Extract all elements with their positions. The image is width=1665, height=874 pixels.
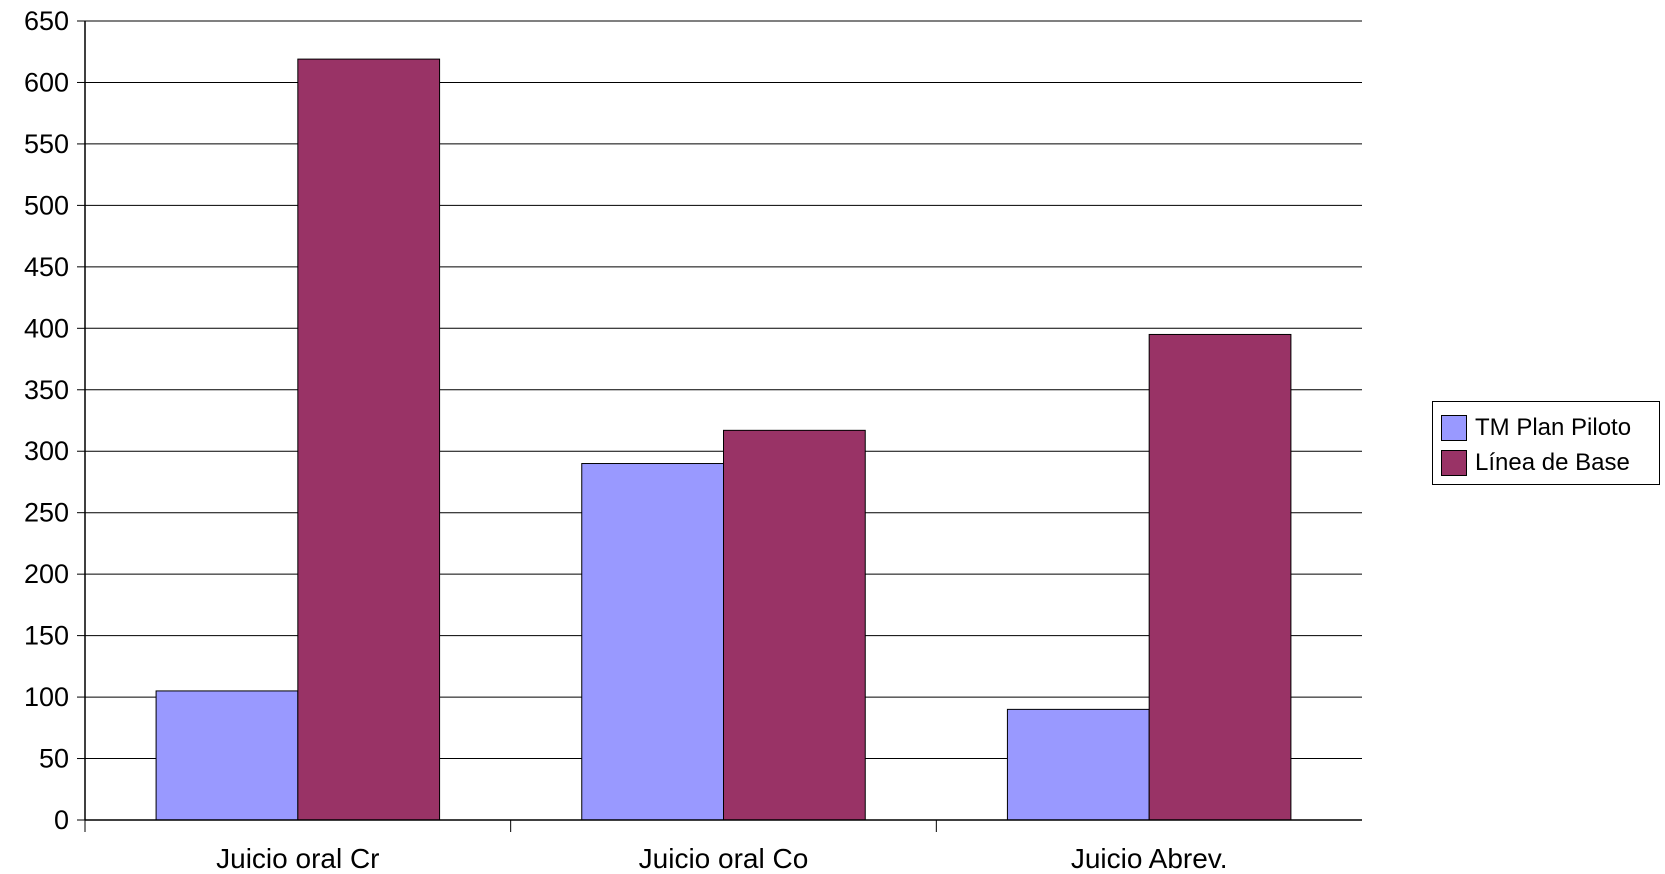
y-tick-label: 100 — [24, 682, 69, 712]
bar-2-2 — [723, 429, 866, 821]
y-tick-label: 500 — [24, 190, 69, 220]
bar-2-3 — [1148, 333, 1292, 821]
y-tick-label: 450 — [24, 252, 69, 282]
x-tick-label: Juicio Abrev. — [1071, 843, 1228, 874]
x-tick-label: Juicio oral Co — [639, 843, 809, 874]
legend-swatch-series-2 — [1441, 450, 1467, 476]
y-tick-label: 50 — [39, 744, 69, 774]
legend-swatch-series-1 — [1441, 415, 1467, 441]
bar-1-2 — [581, 463, 724, 821]
bar-1-3 — [1006, 708, 1150, 821]
bar-2-1 — [297, 58, 441, 821]
y-tick-label: 200 — [24, 559, 69, 589]
bar-1-1 — [155, 690, 299, 821]
y-axis-labels: 0 50 100 150 200 250 300 350 400 450 500 550 600 650 — [24, 6, 69, 835]
y-tick-label: 550 — [24, 129, 69, 159]
y-tick-label: 600 — [24, 67, 69, 97]
y-tick-label: 250 — [24, 498, 69, 528]
y-tick-label: 650 — [24, 6, 69, 36]
y-tick-label: 150 — [24, 621, 69, 651]
legend-item-series-2: Línea de Base — [1441, 449, 1630, 477]
y-tick-label: 0 — [54, 805, 69, 835]
y-tick-label: 400 — [24, 313, 69, 343]
legend-label-series-2: Línea de Base — [1475, 449, 1630, 476]
legend-label-series-1: TM Plan Piloto — [1475, 414, 1632, 441]
x-axis-labels: Juicio oral Cr Juicio oral Co Juicio Abrev… — [216, 843, 1227, 874]
legend: TM Plan Piloto Línea de Base — [1432, 401, 1660, 485]
legend-item-series-1: TM Plan Piloto — [1441, 414, 1631, 442]
axes — [77, 20, 1362, 832]
y-tick-label: 350 — [24, 375, 69, 405]
bars — [155, 58, 1292, 821]
x-tick-label: Juicio oral Cr — [216, 843, 379, 874]
y-tick-label: 300 — [24, 436, 69, 466]
